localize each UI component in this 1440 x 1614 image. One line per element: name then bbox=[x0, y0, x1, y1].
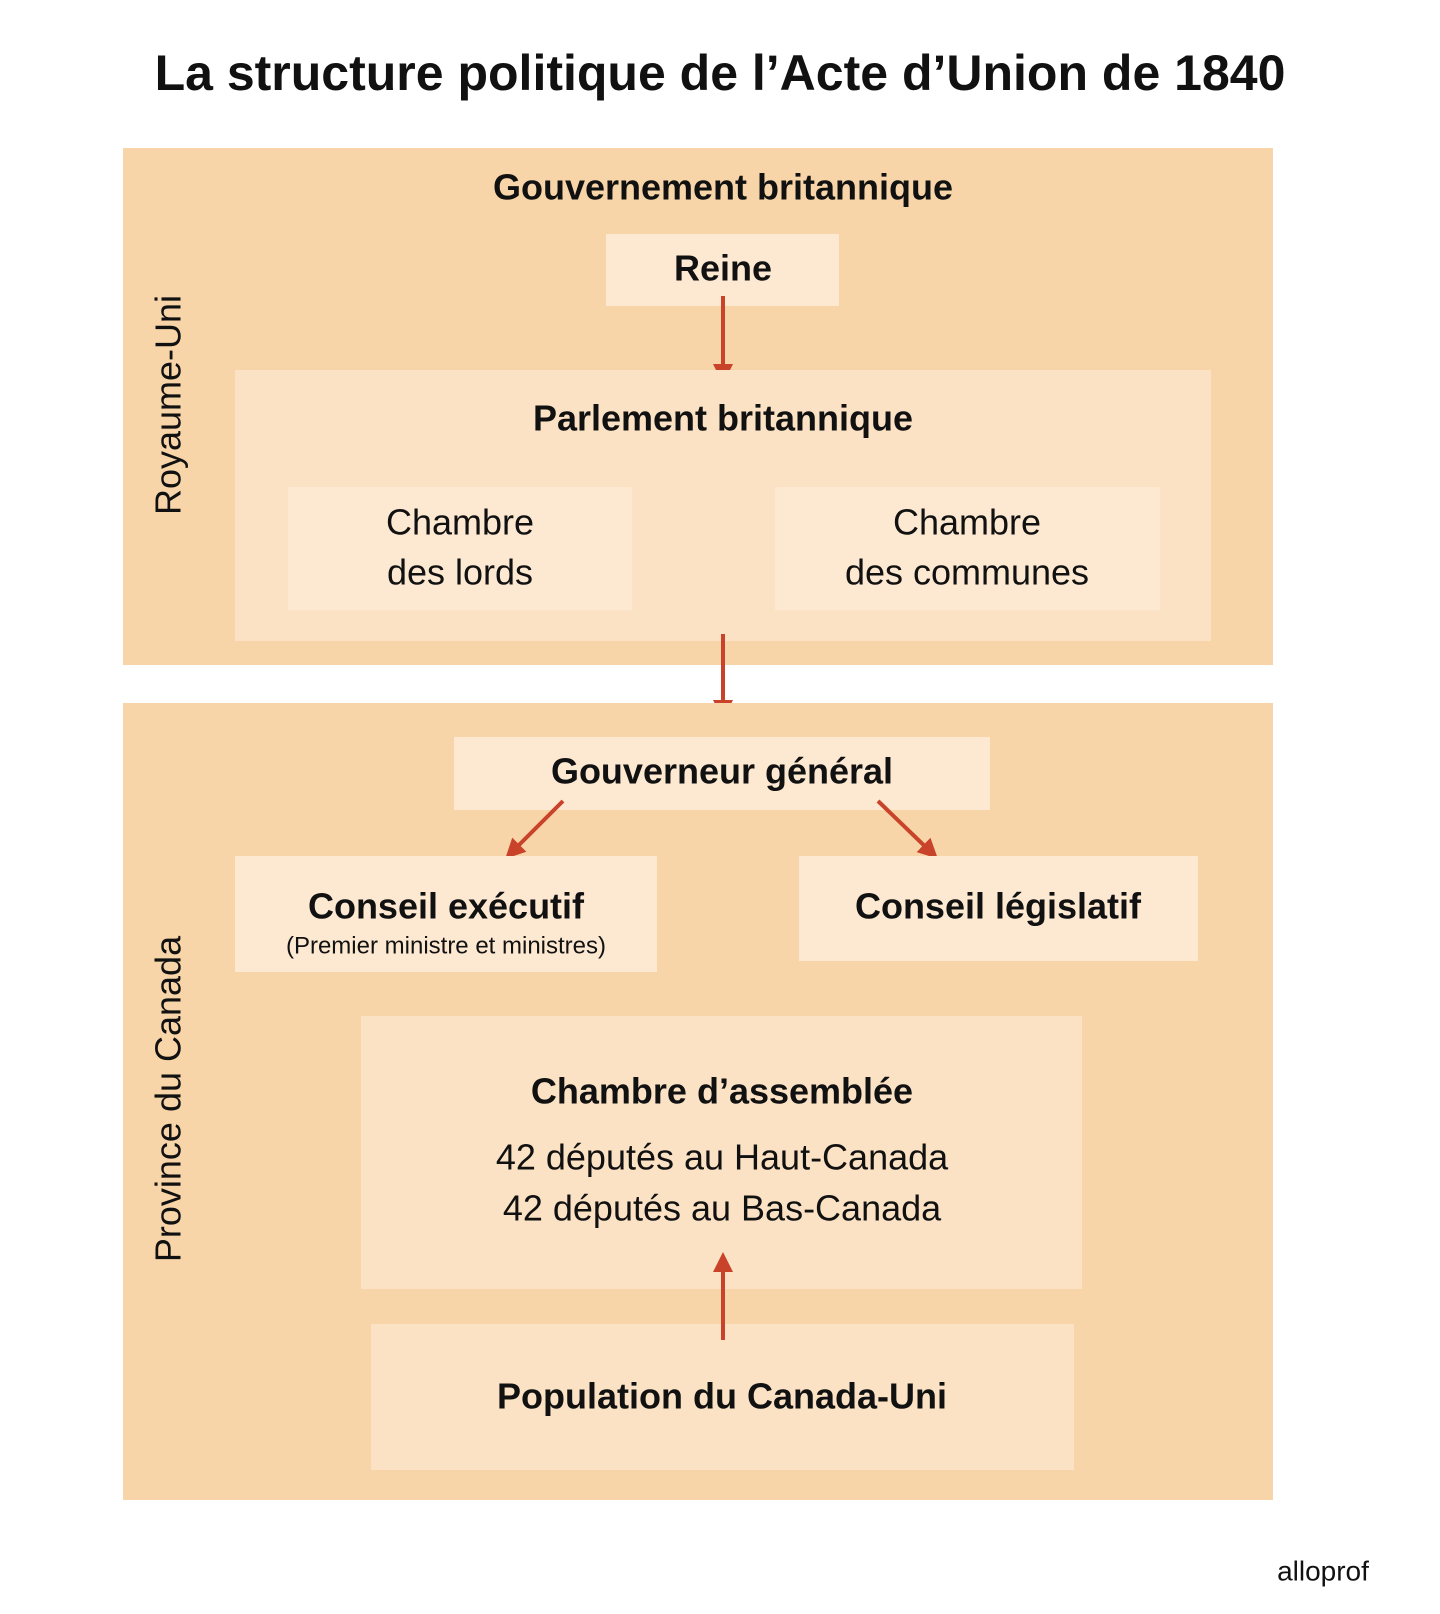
assembly-heading: Chambre d’assemblée bbox=[531, 1071, 913, 1112]
governor-box bbox=[454, 737, 990, 810]
commons-line: Chambre bbox=[893, 502, 1041, 543]
parliament-heading: Parlement britannique bbox=[533, 398, 913, 439]
lords-line: Chambre bbox=[386, 502, 534, 543]
logo: alloprof bbox=[1277, 1555, 1369, 1586]
population-box bbox=[371, 1324, 1074, 1470]
commons-line: des communes bbox=[845, 552, 1089, 593]
lords-box bbox=[288, 487, 632, 610]
population: Population du Canada-Uni bbox=[497, 1376, 947, 1417]
queen-box bbox=[606, 234, 839, 306]
arrow bbox=[505, 799, 565, 859]
side-label: Royaume-Uni bbox=[148, 295, 189, 515]
governor: Gouverneur général bbox=[551, 751, 893, 792]
title: La structure politique de l’Acte d’Union… bbox=[155, 45, 1286, 101]
executive-heading: Conseil exécutif bbox=[308, 886, 585, 927]
executive-box bbox=[235, 856, 657, 972]
queen: Reine bbox=[674, 248, 772, 289]
assembly-box bbox=[361, 1016, 1082, 1289]
assembly-line: 42 députés au Bas-Canada bbox=[503, 1188, 942, 1229]
legislative-heading: Conseil législatif bbox=[855, 886, 1142, 927]
assembly-line: 42 députés au Haut-Canada bbox=[496, 1137, 949, 1178]
commons-box bbox=[775, 487, 1160, 610]
lords-line: des lords bbox=[387, 552, 533, 593]
executive-note: (Premier ministre et ministres) bbox=[286, 932, 606, 959]
heading: Gouvernement britannique bbox=[493, 167, 953, 208]
arrow bbox=[876, 799, 938, 859]
legislative-box bbox=[799, 856, 1198, 961]
side-label: Province du Canada bbox=[148, 935, 189, 1262]
